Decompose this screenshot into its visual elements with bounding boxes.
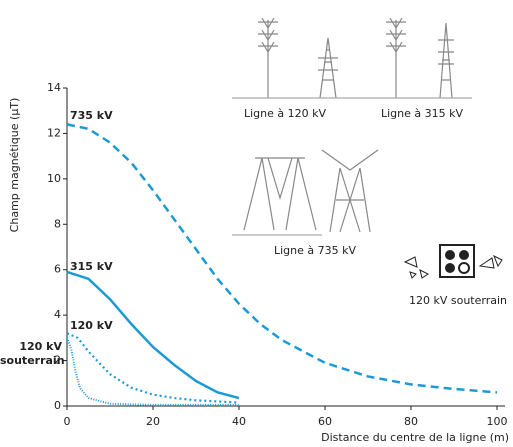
y-tick-label: 14 [47, 81, 61, 94]
series-line [66, 337, 239, 406]
y-tick-label: 6 [54, 263, 61, 276]
series-label: 120 kV [70, 319, 113, 332]
series-line [66, 332, 240, 404]
x-tick-label: 60 [318, 415, 332, 428]
y-tick-label: 8 [54, 217, 61, 230]
x-tick-label: 0 [64, 415, 71, 428]
y-tick-label: 12 [47, 126, 61, 139]
illustration-label: 120 kV souterrain [409, 294, 507, 307]
illustration-label: Ligne à 120 kV [244, 107, 327, 120]
cable-icon [403, 244, 503, 279]
series-line [66, 123, 498, 394]
y-axis-label: Champ magnétique (µT) [8, 98, 21, 233]
y-tick-label: 4 [54, 308, 61, 321]
y-tick-label: 2 [54, 354, 61, 367]
y-tick-label: 10 [47, 172, 61, 185]
illustration-label: Ligne à 315 kV [381, 107, 464, 120]
x-tick-label: 40 [232, 415, 246, 428]
series-label: 315 kV [70, 260, 113, 273]
x-tick-label: 80 [404, 415, 418, 428]
series-line [66, 270, 240, 400]
y-tick-label: 0 [54, 399, 61, 412]
series-label: 120 kV souterrain [0, 340, 65, 367]
tower-icons [232, 17, 472, 236]
illustration-label: Ligne à 735 kV [274, 244, 357, 257]
x-tick-label: 100 [487, 415, 508, 428]
x-axis-label: Distance du centre de la ligne (m) [321, 431, 509, 444]
x-tick-label: 20 [146, 415, 160, 428]
series-label: 735 kV [70, 109, 113, 122]
